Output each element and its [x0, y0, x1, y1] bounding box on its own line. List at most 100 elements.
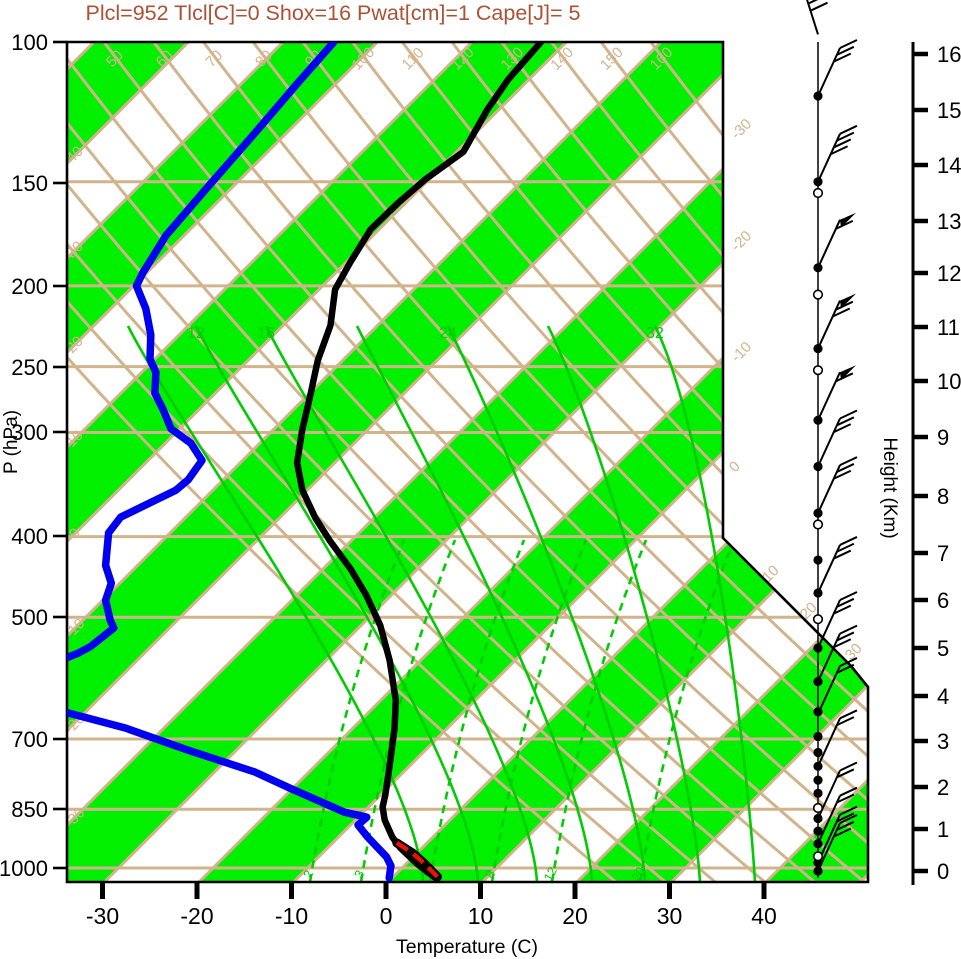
wind-barb-shaft [817, 219, 841, 269]
dry-adiabat-line [67, 42, 816, 882]
wind-barb-feather [836, 463, 855, 473]
mixing-ratio-line [308, 539, 406, 882]
isotherm-band [67, 42, 567, 882]
wind-barb-feather [835, 300, 854, 311]
wind-barb-feather [836, 416, 855, 427]
moist-adiabat-line [653, 325, 757, 882]
wind-barb-feather [839, 786, 858, 797]
temperature-tick-label: -20 [180, 903, 213, 929]
mixing-ratio-value-label: 2 [301, 868, 317, 881]
wind-barb-shaft [817, 300, 841, 350]
wind-barb-feather [833, 549, 852, 560]
wind-barb-column [806, 0, 858, 878]
height-tick-label: 10 [937, 369, 961, 394]
isotherm-band [67, 42, 378, 882]
wind-barb-feather [836, 131, 855, 142]
wind-level-open-circle [812, 614, 824, 625]
isotherm-right-label: -10 [728, 338, 755, 365]
wind-level-open-circle [812, 365, 824, 376]
wind-barb [817, 409, 858, 467]
wind-barb [817, 365, 856, 421]
temperature-tick-label: 10 [468, 903, 494, 929]
moist-adiabat-value-label: 16 [257, 325, 275, 342]
moist-adiabat-line [355, 325, 594, 882]
height-tick-label: 3 [937, 729, 949, 754]
height-axis-title: Height (Km) [879, 437, 900, 538]
wind-barb-feather [807, 0, 819, 5]
dry-adiabat-line [599, 42, 868, 882]
plot-frame [65, 40, 870, 884]
dry-adiabat-line [67, 42, 866, 882]
dry-adiabat-line [152, 42, 868, 882]
wind-barb-feather [833, 638, 852, 649]
wind-level-dot [813, 839, 823, 849]
moist-adiabat-line [546, 325, 702, 882]
wind-level-open-circle [812, 519, 824, 530]
pressure-tick-label: 700 [11, 727, 48, 752]
temperature-axis-title: Temperature (C) [396, 936, 538, 958]
dewpoint-curve-lower [67, 708, 395, 882]
wind-barb-feather [836, 542, 855, 553]
wind-barb-feather [836, 663, 855, 674]
wind-barb-shaft [817, 133, 841, 183]
dewpoint-curve-upper [67, 42, 338, 663]
temperature-tick-label: 0 [380, 903, 393, 929]
wind-barb-shaft [817, 47, 841, 97]
mixing-ratio-line [490, 539, 588, 882]
temperature-tick-label: -30 [86, 903, 119, 929]
height-tick-label: 5 [937, 636, 949, 661]
height-tick-label: 14 [937, 153, 961, 178]
pressure-tick-label: 1000 [0, 856, 48, 881]
mixing-ratio-value-label: 20 [629, 865, 648, 884]
isotherm-band [67, 42, 868, 882]
temperature-tick-label: 30 [657, 903, 683, 929]
wind-barb-feather [836, 820, 855, 831]
wind-level-dot [813, 813, 823, 824]
dry-adiabat-line [301, 42, 868, 882]
pressure-tick-label: 500 [11, 605, 48, 630]
wind-level-dot [813, 707, 823, 717]
dry-adiabat-line [102, 42, 868, 882]
wind-barb-feather [839, 39, 858, 49]
pressure-tick-label: 200 [11, 274, 48, 299]
wind-level-dot [813, 555, 823, 565]
mixing-ratio-line [428, 539, 526, 882]
wind-barb-feather [839, 624, 858, 635]
wind-barb-feather [830, 145, 849, 156]
dry-adiabat-line [550, 42, 868, 882]
wind-level-dot [813, 177, 823, 187]
pressure-tick-label: 250 [11, 355, 48, 380]
sounding-curves [67, 42, 544, 882]
height-tick-label: 0 [937, 859, 949, 884]
wind-barb-feather [839, 709, 858, 720]
wind-barb-shaft [817, 371, 841, 421]
wind-barb-feather [836, 716, 855, 727]
height-tick-label: 11 [937, 315, 960, 340]
wind-level-dot [813, 775, 823, 785]
wind-level-dot [813, 588, 823, 598]
wind-barb-shaft [817, 599, 841, 649]
isotherm-right-label: -20 [728, 227, 755, 254]
wind-barb-feather [832, 307, 851, 318]
pressure-tick-label: 850 [11, 797, 48, 822]
mixing-ratio-value-label: 3 [352, 868, 368, 881]
wind-barb-shaft [817, 717, 841, 767]
isotherm-right-label: -30 [728, 115, 755, 142]
wind-barb-feather [839, 456, 858, 467]
wind-barb-feather [839, 805, 858, 816]
wind-barb-feather [839, 591, 858, 601]
wind-level-dot [813, 415, 823, 425]
wind-barb [817, 657, 858, 715]
height-tick-label: 16 [937, 42, 961, 67]
pressure-axis-title: P (hPa) [1, 410, 22, 474]
wind-level-dot [813, 747, 823, 758]
moist-adiabat-line [446, 325, 647, 882]
parcel-curve [395, 841, 440, 879]
wind-barb-feather [835, 372, 854, 383]
mixing-ratio-value-label: 12 [541, 865, 560, 884]
wind-barb-feather [836, 631, 855, 642]
wind-level-dot [813, 344, 823, 354]
height-tick-label: 2 [937, 775, 949, 800]
